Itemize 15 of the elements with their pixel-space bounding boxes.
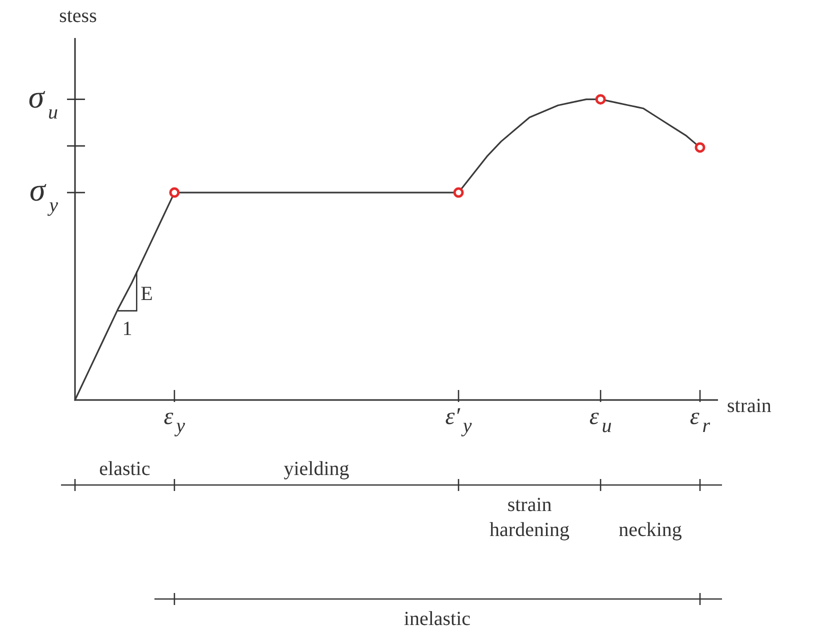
text: σ$_{y}$ <box>29 172 58 217</box>
x-tick-label: ε$_{u}$ <box>589 404 612 438</box>
text: strain hardening <box>490 494 570 541</box>
x-tick-label: ε′$_{y}$ <box>445 404 472 438</box>
annotation: E <box>140 283 153 306</box>
annotation: 1 <box>122 318 132 340</box>
text: yielding <box>284 458 350 480</box>
text: inelastic <box>404 608 471 630</box>
text: elastic <box>99 458 150 480</box>
x-axis-title: strain <box>727 395 772 417</box>
text: σ$_{u}$ <box>28 78 58 124</box>
text: necking <box>618 519 682 541</box>
x-tick-label: ε$_{r}$ <box>690 404 710 438</box>
x-tick-label: ε$_{y}$ <box>164 404 186 438</box>
y-axis-title: stess <box>59 5 98 27</box>
